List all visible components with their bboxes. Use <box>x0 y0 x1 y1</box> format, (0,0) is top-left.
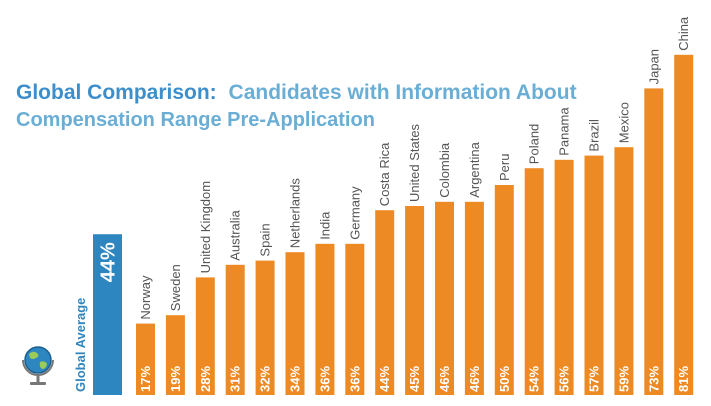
value-label: 54% <box>527 366 542 392</box>
bar-poland <box>524 168 544 395</box>
category-label: Mexico <box>616 102 631 143</box>
value-label: 46% <box>467 366 482 392</box>
category-label: Netherlands <box>288 178 303 249</box>
value-label: 59% <box>616 366 631 392</box>
value-label: 32% <box>258 366 273 392</box>
category-label: United Kingdom <box>198 181 213 274</box>
bar-japan <box>644 88 664 396</box>
average-label: Global Average <box>73 298 88 392</box>
bar-panama <box>554 159 574 395</box>
bar-peru <box>494 185 514 395</box>
title-rest-line1: Candidates with Information About <box>229 81 577 104</box>
bar-colombia <box>435 201 454 395</box>
value-label: 56% <box>557 366 572 392</box>
value-label: 45% <box>407 366 422 392</box>
category-label: Poland <box>527 124 542 164</box>
bar-series: 17% Norway 19% Sweden 28% United Kingdom 31% Au… <box>136 16 694 396</box>
bar-china <box>674 54 694 396</box>
global-average: 44% Global Average <box>73 234 122 395</box>
bar-argentina <box>464 201 484 395</box>
bar-united-states <box>405 206 425 395</box>
bar-germany <box>345 243 365 395</box>
category-label: Brazil <box>587 119 602 152</box>
category-label: Panama <box>557 107 572 156</box>
category-label: China <box>676 16 691 51</box>
bar-sweden <box>165 315 185 395</box>
globe-icon <box>22 346 54 385</box>
bar-india <box>315 243 335 395</box>
bar-norway <box>136 323 155 395</box>
title-lead: Global Comparison: <box>16 81 217 104</box>
category-label: Spain <box>258 223 273 256</box>
category-label: United States <box>407 123 422 202</box>
category-label: India <box>317 211 332 240</box>
value-label: 73% <box>646 366 661 392</box>
category-label: Costa Rica <box>377 142 392 206</box>
value-label: 19% <box>168 366 183 392</box>
value-label: 81% <box>676 366 691 392</box>
value-label: 31% <box>228 366 243 392</box>
title-line2: Compensation Range Pre-Application <box>16 109 375 131</box>
value-label: 36% <box>317 366 332 392</box>
category-label: Peru <box>497 154 512 181</box>
bar-australia <box>225 264 245 395</box>
category-label: Germany <box>347 186 362 240</box>
bar-spain <box>255 260 275 395</box>
value-label: 50% <box>497 366 512 392</box>
category-label: Japan <box>646 49 661 84</box>
value-label: 57% <box>587 366 602 392</box>
category-label: Sweden <box>168 264 183 311</box>
category-label: Colombia <box>437 142 452 198</box>
svg-text:Global Comparison: Can: Global Comparison: Candidates with Infor… <box>16 81 577 104</box>
average-value-label: 44% <box>98 242 120 282</box>
category-label: Norway <box>138 275 153 320</box>
value-label: 44% <box>377 366 392 392</box>
bar-mexico <box>614 147 634 395</box>
value-label: 34% <box>288 366 303 392</box>
bar-global-average <box>93 234 122 395</box>
bar-costa-rica <box>375 210 395 395</box>
value-label: 36% <box>347 366 362 392</box>
value-label: 28% <box>198 366 213 392</box>
bar-brazil <box>584 155 604 395</box>
category-label: Argentina <box>467 141 482 197</box>
bar-netherlands <box>285 252 305 395</box>
bar-united-kingdom <box>195 277 215 395</box>
chart-title: Global Comparison: Candidates with Infor… <box>16 81 577 131</box>
category-label: Australia <box>228 209 243 260</box>
value-label: 17% <box>138 366 153 392</box>
value-label: 46% <box>437 366 452 392</box>
